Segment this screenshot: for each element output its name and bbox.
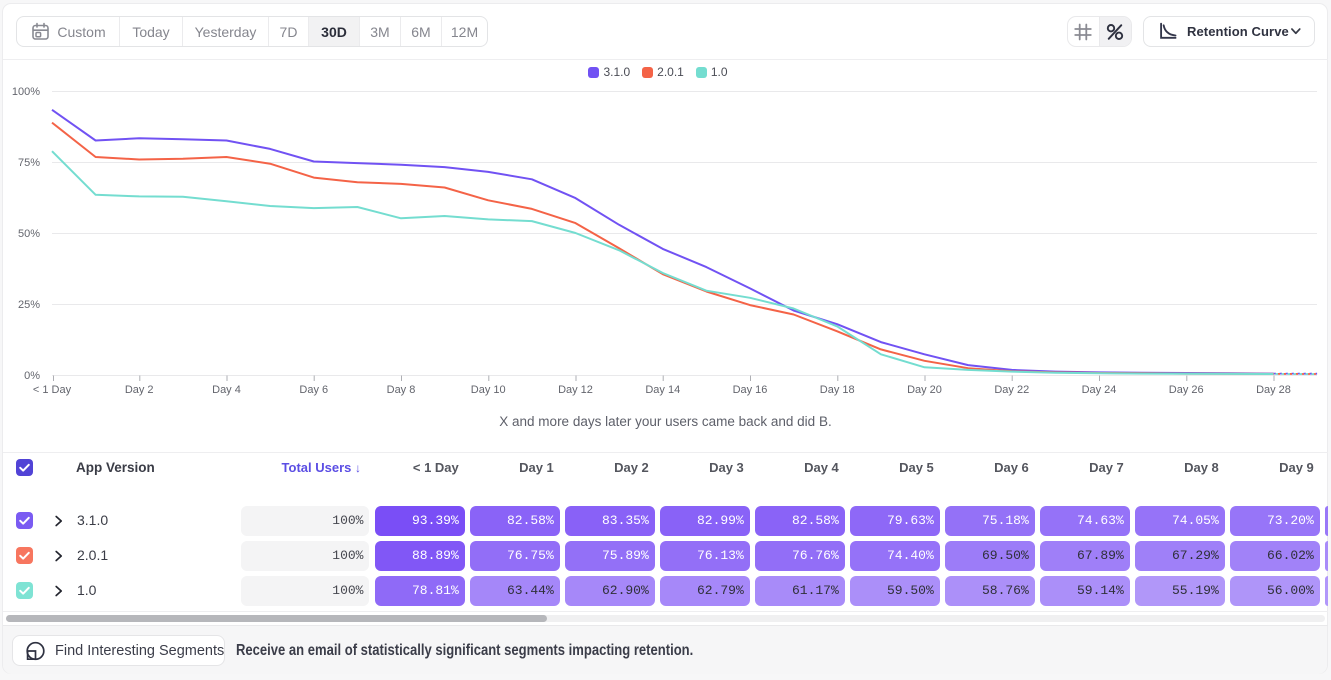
svg-text:100%: 100%: [12, 86, 40, 98]
svg-text:50%: 50%: [18, 228, 40, 240]
svg-text:Day 8: Day 8: [387, 384, 416, 396]
svg-text:Day 22: Day 22: [994, 384, 1029, 396]
svg-text:0%: 0%: [24, 370, 40, 382]
svg-text:Day 6: Day 6: [299, 384, 328, 396]
svg-text:Day 24: Day 24: [1082, 384, 1117, 396]
svg-text:Day 28: Day 28: [1256, 384, 1291, 396]
svg-text:Day 20: Day 20: [907, 384, 942, 396]
svg-text:< 1 Day: < 1 Day: [33, 384, 72, 396]
svg-text:Day 26: Day 26: [1169, 384, 1204, 396]
svg-text:Day 14: Day 14: [645, 384, 680, 396]
svg-text:75%: 75%: [18, 157, 40, 169]
svg-text:Day 10: Day 10: [471, 384, 506, 396]
svg-text:Day 2: Day 2: [125, 384, 154, 396]
svg-text:25%: 25%: [18, 299, 40, 311]
svg-text:Day 4: Day 4: [212, 384, 241, 396]
svg-text:Day 18: Day 18: [820, 384, 855, 396]
svg-text:Day 16: Day 16: [733, 384, 768, 396]
svg-text:Day 12: Day 12: [558, 384, 593, 396]
